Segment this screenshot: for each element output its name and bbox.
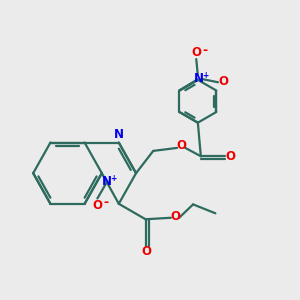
Text: O: O <box>141 245 151 258</box>
Text: O: O <box>176 139 187 152</box>
Text: -: - <box>103 196 108 209</box>
Text: +: + <box>202 71 208 80</box>
Text: O: O <box>191 46 201 59</box>
Text: N: N <box>102 175 112 188</box>
Text: N: N <box>194 72 204 85</box>
Text: +: + <box>110 174 116 183</box>
Text: O: O <box>170 210 180 223</box>
Text: O: O <box>226 150 236 163</box>
Text: N: N <box>114 128 124 141</box>
Text: -: - <box>202 44 207 57</box>
Text: O: O <box>92 200 102 212</box>
Text: O: O <box>218 75 228 88</box>
